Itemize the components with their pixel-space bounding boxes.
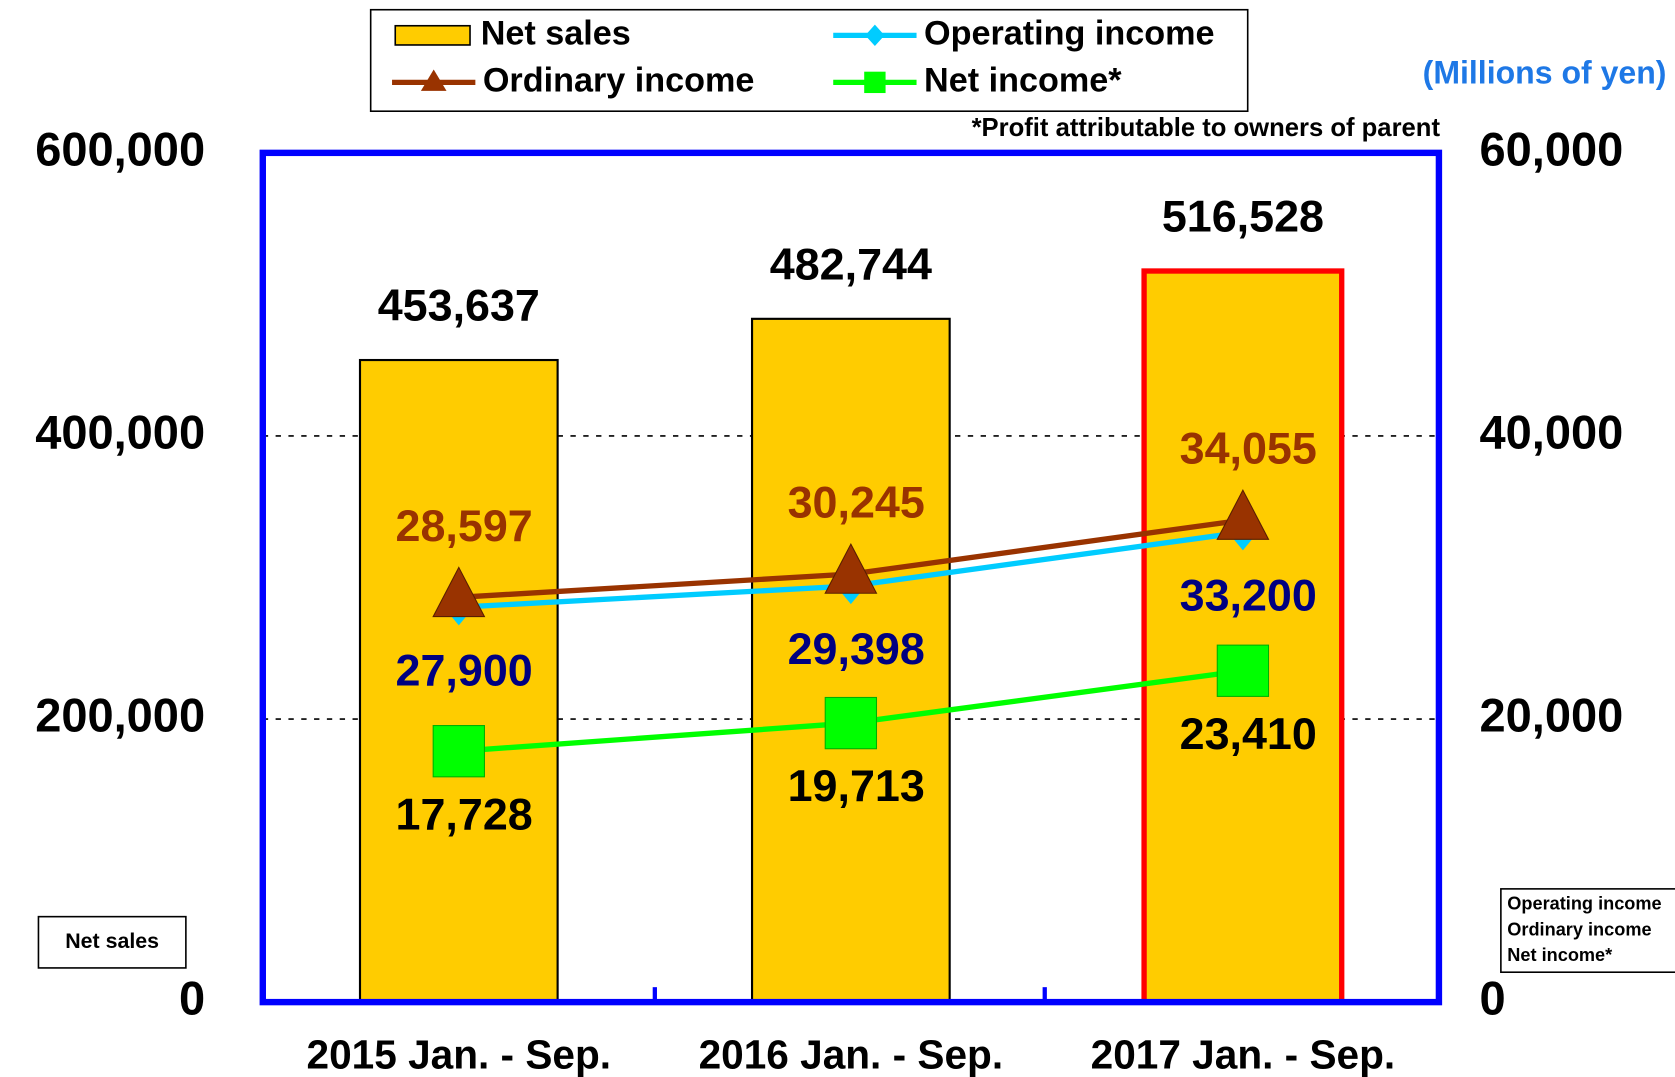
- value-label: 482,744: [770, 238, 932, 289]
- value-label: 29,398: [788, 623, 925, 674]
- value-label: 28,597: [396, 500, 533, 551]
- value-label: 23,410: [1180, 708, 1317, 759]
- legend-box: [369, 8, 1249, 113]
- marker: [1216, 644, 1270, 697]
- x-tick-label: 2016 Jan. - Sep.: [699, 1031, 1003, 1077]
- plot-border: [259, 149, 1443, 1006]
- bar: [1141, 268, 1345, 1005]
- ylabel-box: [37, 915, 187, 969]
- tick-label: 60,000: [1480, 122, 1624, 175]
- tick-label: 600,000: [35, 122, 205, 175]
- tick-label: 40,000: [1480, 405, 1624, 458]
- labels: 0 200,000 400,000 600,000 0 20,000 40,000 60,00…: [35, 14, 1661, 1077]
- marker: [432, 725, 485, 778]
- marker: [824, 542, 878, 594]
- bars: [358, 268, 1345, 1005]
- legend-label: Operating income: [924, 14, 1215, 52]
- y2-axis-label: Net income*: [1507, 945, 1613, 965]
- y2-axis-label: Operating income: [1507, 894, 1661, 914]
- value-label: 30,245: [788, 476, 925, 527]
- value-label: 19,713: [788, 760, 925, 811]
- y2-axis-label: Ordinary income: [1507, 919, 1651, 939]
- value-label: 27,900: [396, 644, 533, 695]
- value-label: 34,055: [1180, 423, 1317, 474]
- units: (Millions of yen): [1423, 54, 1667, 90]
- marker: [432, 566, 486, 618]
- legend-label: Ordinary income: [483, 61, 755, 99]
- x-tick-label: 2017 Jan. - Sep.: [1091, 1031, 1396, 1077]
- note: *Profit attributable to owners of parent: [972, 114, 1441, 142]
- value-label: 516,528: [1162, 191, 1324, 242]
- legend-marker: [420, 69, 447, 91]
- tick-label: 20,000: [1480, 688, 1624, 741]
- legend-marker: [864, 71, 886, 94]
- marker: [824, 696, 878, 750]
- legend-marker: [865, 24, 885, 47]
- marker: [1216, 489, 1270, 540]
- value-label: 33,200: [1180, 569, 1317, 620]
- y-axis-label: Net sales: [65, 929, 159, 953]
- x-tick-label: 2015 Jan. - Sep.: [307, 1031, 611, 1077]
- y2label-box: [1500, 888, 1675, 974]
- legend-label: Net sales: [481, 14, 631, 52]
- tick-label: 200,000: [35, 688, 205, 741]
- value-label: 17,728: [396, 788, 533, 839]
- tick-label: 0: [1480, 972, 1506, 1025]
- value-label: 453,637: [378, 280, 540, 331]
- legend-label: Net income*: [924, 61, 1122, 99]
- legend-swatch: [394, 24, 471, 46]
- tick-label: 400,000: [35, 405, 205, 458]
- lines: [432, 489, 1270, 778]
- tick-label: 0: [179, 972, 205, 1025]
